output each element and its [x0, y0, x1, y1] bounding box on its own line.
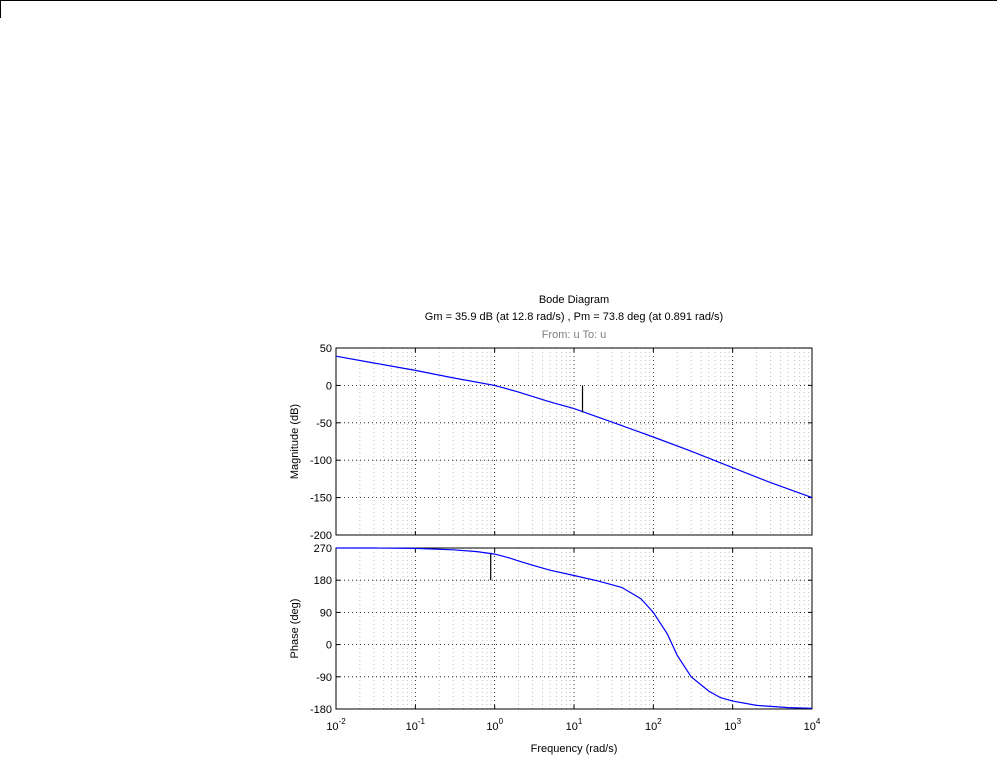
phase-series-line	[336, 547, 813, 709]
io-label: From: u To: u	[542, 329, 607, 341]
y-tick-label: -50	[316, 418, 332, 430]
y-tick-label: 0	[326, 380, 332, 392]
x-tick-label: 104	[804, 717, 821, 733]
x-tick-label: 100	[486, 717, 503, 733]
y-tick-label: 90	[320, 607, 332, 619]
phase-axes-box	[335, 547, 813, 710]
x-tick-label: 102	[645, 717, 662, 733]
magnitude-series-line	[335, 355, 813, 499]
y-tick-label: 50	[320, 343, 332, 355]
magnitude-y-axis-label: Magnitude (dB)	[289, 404, 301, 479]
window-left-border	[0, 0, 1, 18]
y-tick-label: -150	[310, 493, 332, 505]
y-tick-label: 0	[326, 640, 332, 652]
x-axis-label: Frequency (rad/s)	[531, 743, 618, 755]
y-tick-label: -200	[310, 530, 332, 542]
y-tick-label: -180	[310, 704, 332, 716]
phase-y-axis-label: Phase (deg)	[289, 599, 301, 659]
y-tick-label: 180	[314, 575, 332, 587]
plot-panels: 50 0 -50 -100 -150 -200 Magnitude (dB) 270 180 90…	[289, 343, 821, 733]
phase-panel: 270 180 90 0 -90 -180 Phase (deg)	[289, 543, 813, 716]
magnitude-axes-box	[335, 347, 813, 536]
chart-subtitle: Gm = 35.9 dB (at 12.8 rad/s) , Pm = 73.8…	[425, 311, 723, 323]
chart-title: Bode Diagram	[539, 294, 609, 306]
x-tick-label: 101	[566, 717, 583, 733]
window-top-border	[0, 0, 997, 1]
magnitude-panel: 50 0 -50 -100 -150 -200 Magnitude (dB)	[289, 343, 813, 542]
y-tick-label: -90	[316, 672, 332, 684]
y-tick-label: 270	[314, 543, 332, 555]
x-tick-label: 103	[724, 717, 741, 733]
x-tick-label: 10-2	[326, 717, 346, 733]
x-tick-label: 10-1	[406, 717, 426, 733]
y-tick-label: -100	[310, 455, 332, 467]
